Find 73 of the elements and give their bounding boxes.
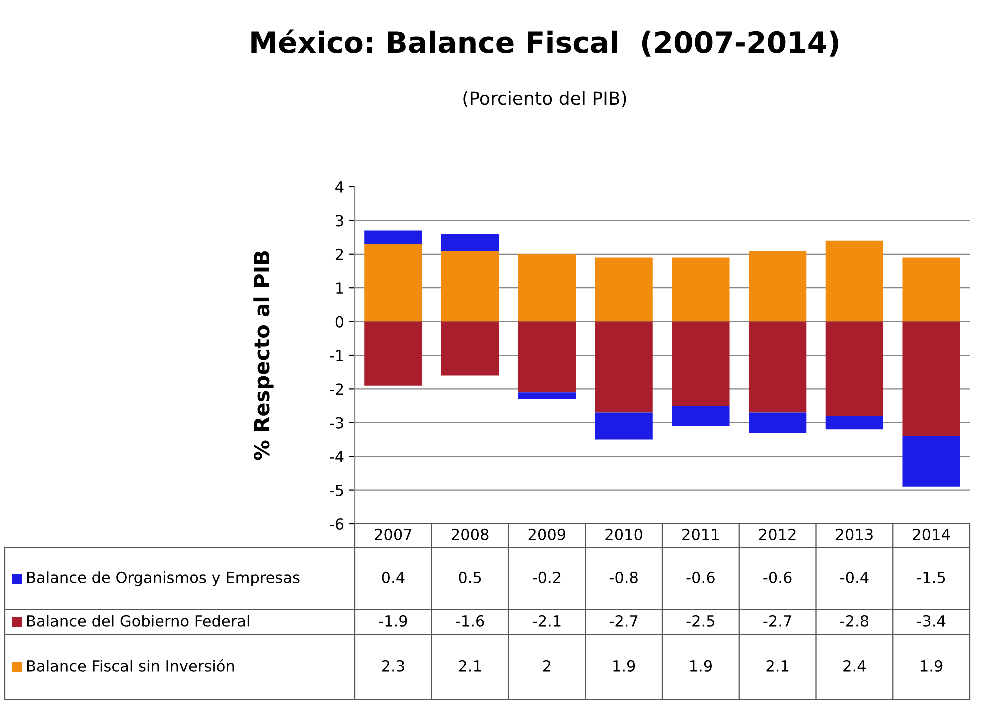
bar (518, 322, 576, 393)
bar (441, 251, 500, 322)
x-tick-label: 2008 (452, 528, 489, 540)
y-tick-label: 1 (336, 282, 344, 294)
legend-label: Balance del Gobierno Federal (28, 615, 250, 627)
y-tick-label: -3 (330, 417, 344, 429)
data-label: -2.5 (686, 615, 715, 627)
bar (518, 392, 576, 400)
data-label: -2.7 (610, 615, 638, 627)
y-tick-label: -4 (330, 451, 344, 462)
data-label: -1.6 (456, 615, 484, 627)
bar (364, 322, 422, 386)
data-label: 2.1 (766, 660, 789, 672)
bar (518, 254, 576, 322)
x-tick-label: 2013 (836, 528, 873, 540)
y-tick-label: -2 (330, 384, 344, 396)
chart-title: México: Balance Fiscal (2007-2014) (252, 30, 838, 57)
y-tick-label: 3 (336, 215, 344, 227)
bar (826, 322, 884, 416)
data-label: 1.9 (614, 660, 636, 672)
bar (902, 322, 960, 436)
bar (364, 244, 422, 322)
data-label: 1.9 (690, 660, 712, 672)
y-tick-label: -1 (330, 350, 344, 362)
data-label: 2 (543, 660, 551, 672)
y-tick-label: 2 (336, 248, 344, 260)
data-label: -2.8 (840, 615, 869, 627)
data-label: 0.5 (459, 572, 482, 584)
bar (748, 412, 807, 434)
bar (441, 322, 500, 376)
bar (902, 258, 960, 322)
y-tick-label: 0 (336, 316, 344, 328)
data-label: -1.9 (379, 615, 408, 627)
x-tick-label: 2007 (375, 528, 412, 540)
bar (441, 234, 500, 252)
bar (826, 240, 884, 322)
data-label: 2.1 (459, 660, 482, 672)
legend-label: Balance Fiscal sin Inversión (28, 659, 234, 672)
x-tick-label: 2009 (528, 528, 566, 540)
bar (672, 258, 730, 322)
y-tick-label: 4 (336, 182, 344, 193)
data-label: 2.3 (382, 660, 404, 672)
x-tick-label: 2010 (606, 528, 642, 540)
data-label: -3.4 (917, 615, 946, 627)
bar (595, 322, 653, 413)
y-tick-label: -5 (330, 484, 344, 496)
chart-subtitle: (Porciento del PIB) (464, 91, 626, 108)
bar (902, 436, 960, 487)
x-tick-label: 2014 (913, 528, 950, 540)
legend-label: Balance de Organismos y Empresas (28, 572, 300, 586)
bar (748, 322, 807, 413)
bar (672, 406, 730, 426)
data-label: 1.9 (921, 660, 943, 672)
data-label: -1.5 (917, 572, 946, 584)
bar (826, 416, 884, 430)
bar (595, 412, 653, 440)
bar (672, 322, 730, 406)
data-label: 0.4 (382, 572, 405, 584)
bar (748, 251, 807, 322)
x-tick-label: 2012 (759, 528, 796, 540)
y-tick-label: -6 (330, 518, 344, 530)
bar (595, 258, 653, 322)
x-tick-label: 2011 (682, 528, 719, 540)
data-label: -0.8 (610, 572, 638, 584)
data-label: 2.4 (844, 660, 866, 672)
y-axis-title: % Respecto al PIB (254, 251, 274, 460)
data-label: -0.6 (686, 572, 715, 584)
data-label: -0.6 (764, 572, 792, 584)
bar (364, 230, 422, 244)
data-label: -2.1 (533, 615, 561, 627)
data-label: -2.7 (764, 615, 792, 627)
data-label: -0.2 (533, 572, 561, 584)
data-label: -0.4 (840, 572, 869, 584)
